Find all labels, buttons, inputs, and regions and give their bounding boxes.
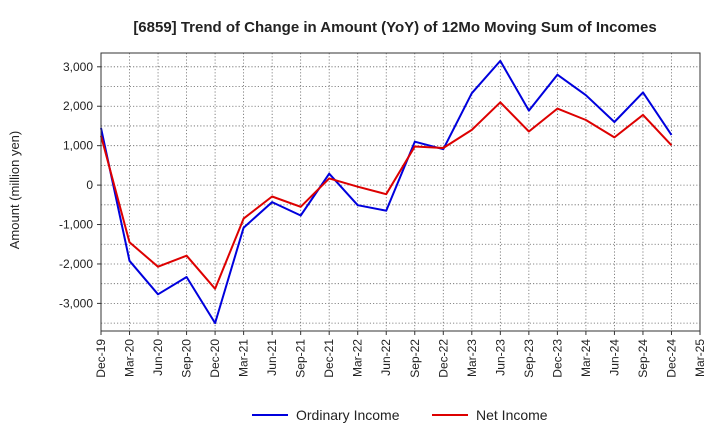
x-tick-label: Sep-24 <box>636 339 650 378</box>
x-tick-labels: Dec-19 Mar-20 Jun-20 Sep-20 Dec-20 Mar-21 Jun-… <box>94 331 707 378</box>
series-line-ordinary-income <box>100 59 673 325</box>
y-axis-label: Amount (million yen) <box>7 131 22 250</box>
x-tick-label: Jun-23 <box>493 339 507 376</box>
x-tick-label: Sep-23 <box>522 339 536 378</box>
x-tick-label: Jun-24 <box>607 339 621 376</box>
grid-lines <box>100 53 701 331</box>
x-tick-label: Jun-21 <box>265 339 279 376</box>
y-tick-label: -3,000 <box>59 296 93 310</box>
chart-title: [6859] Trend of Change in Amount (YoY) o… <box>133 19 656 36</box>
x-tick-label: Jun-20 <box>151 339 165 376</box>
x-tick-label: Mar-23 <box>465 339 479 377</box>
x-tick-label: Sep-20 <box>180 339 194 378</box>
legend: Ordinary Income Net Income <box>252 407 548 423</box>
x-tick-label: Jun-22 <box>379 339 393 376</box>
y-tick-label: 1,000 <box>63 139 93 153</box>
x-tick-label: Mar-22 <box>351 339 365 377</box>
x-tick-label: Dec-19 <box>94 339 108 378</box>
x-tick-label: Dec-21 <box>322 339 336 378</box>
x-tick-label: Mar-25 <box>693 339 707 377</box>
x-tick-label: Dec-24 <box>664 339 678 378</box>
x-tick-label: Sep-22 <box>408 339 422 378</box>
legend-label: Ordinary Income <box>296 407 400 423</box>
x-tick-label: Mar-21 <box>237 339 251 377</box>
x-tick-label: Sep-21 <box>294 339 308 378</box>
y-tick-label: 2,000 <box>63 99 93 113</box>
series-lines <box>100 59 673 325</box>
x-tick-label: Dec-22 <box>436 339 450 378</box>
y-tick-labels: 3,000 2,000 1,000 0 -1,000 -2,000 -3,000 <box>59 60 101 310</box>
series-line-net-income <box>100 101 673 290</box>
plot-frame <box>100 52 701 332</box>
x-tick-label: Dec-20 <box>208 339 222 378</box>
y-tick-label: -1,000 <box>59 218 93 232</box>
x-tick-label: Mar-24 <box>579 339 593 377</box>
y-tick-label: -2,000 <box>59 257 93 271</box>
legend-label: Net Income <box>476 407 548 423</box>
y-tick-label: 0 <box>86 178 93 192</box>
x-tick-label: Mar-20 <box>123 339 137 377</box>
y-tick-label: 3,000 <box>63 60 93 74</box>
x-tick-label: Dec-23 <box>550 339 564 378</box>
